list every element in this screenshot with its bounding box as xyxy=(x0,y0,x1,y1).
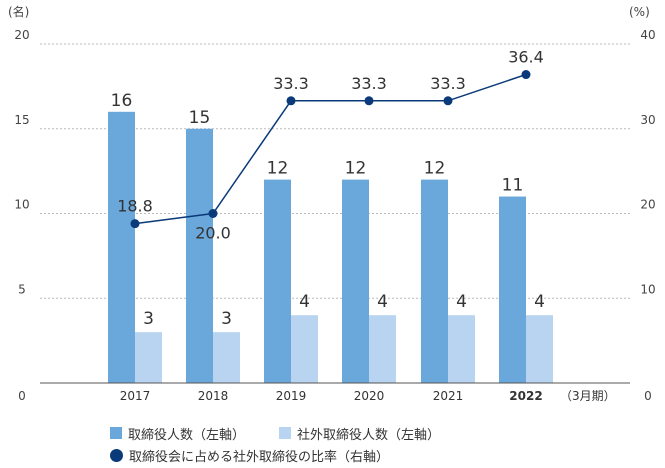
y-left-tick-label: 10 xyxy=(14,198,29,212)
y-right-tick-label: 30 xyxy=(640,113,655,127)
legend-label-directors: 取締役人数（左軸） xyxy=(128,427,246,443)
bar-label-outside-directors: 3 xyxy=(221,309,232,329)
x-tick-label: 2019 xyxy=(276,389,307,403)
legend: 取締役人数（左軸） 社外取締役人数（左軸） 取締役会に占める社外取締役の比率（右… xyxy=(110,422,530,466)
bar-directors xyxy=(342,179,369,383)
legend-row-1: 取締役人数（左軸） 社外取締役人数（左軸） xyxy=(110,422,530,444)
ratio-point-label: 20.0 xyxy=(195,224,231,243)
bar-label-outside-directors: 4 xyxy=(377,292,388,312)
y-right-tick-label: 40 xyxy=(640,28,655,42)
y-left-tick-label: 5 xyxy=(18,282,26,296)
ratio-point xyxy=(130,219,140,229)
legend-item-outside-directors: 社外取締役人数（左軸） xyxy=(279,424,440,443)
ratio-point-label: 18.8 xyxy=(117,197,153,216)
x-tick-label: 2021 xyxy=(433,389,464,403)
legend-label-outside-directors: 社外取締役人数（左軸） xyxy=(297,427,441,443)
ratio-line-series: 18.8 20.0 33.3 33.3 33.3 36.4 xyxy=(117,48,544,243)
ratio-point-label: 33.3 xyxy=(351,74,387,93)
bar-label-directors: 16 xyxy=(111,91,133,111)
y-left-tick-label: 0 xyxy=(18,389,26,403)
y-right-unit: (%) xyxy=(629,5,650,19)
bar-label-outside-directors: 4 xyxy=(299,292,310,312)
legend-item-ratio: 取締役会に占める社外取締役の比率（右軸） xyxy=(110,446,389,465)
legend-swatch-outside-directors xyxy=(279,427,292,439)
x-tick-label: 2022 xyxy=(509,389,542,403)
bar-directors xyxy=(186,128,213,383)
legend-swatch-directors xyxy=(110,427,122,439)
ratio-point xyxy=(208,209,218,218)
bar-series: 16 3 15 3 12 4 12 4 12 4 11 4 xyxy=(108,91,553,384)
legend-marker-ratio xyxy=(110,448,123,462)
bar-label-directors: 15 xyxy=(189,108,211,128)
x-axis-labels: 2017 2018 2019 2020 2021 2022 xyxy=(120,389,543,403)
y-left-tick-label: 15 xyxy=(14,113,29,127)
bar-outside-directors xyxy=(213,332,240,383)
y-left-tick-label: 20 xyxy=(14,28,29,42)
ratio-point-label: 36.4 xyxy=(508,48,544,67)
ratio-point xyxy=(521,70,531,80)
legend-label-ratio: 取締役会に占める社外取締役の比率（右軸） xyxy=(129,449,390,465)
bar-label-directors: 12 xyxy=(424,159,446,179)
bar-directors xyxy=(421,179,448,383)
bar-directors xyxy=(499,196,526,383)
ratio-point-label: 33.3 xyxy=(273,74,309,93)
bar-outside-directors xyxy=(448,315,475,383)
ratio-point xyxy=(364,96,374,106)
bar-directors xyxy=(264,179,291,383)
bar-outside-directors xyxy=(526,315,553,383)
ratio-point xyxy=(286,96,296,106)
legend-row-2: 取締役会に占める社外取締役の比率（右軸） xyxy=(110,444,530,466)
x-tick-label: 2017 xyxy=(120,389,151,403)
bar-label-directors: 12 xyxy=(267,159,289,179)
legend-item-directors: 取締役人数（左軸） xyxy=(110,424,245,443)
bar-outside-directors xyxy=(135,332,162,383)
y-right-tick-label: 10 xyxy=(640,282,655,296)
y-right-tick-label: 0 xyxy=(644,389,652,403)
x-axis-suffix: （3月期） xyxy=(560,389,616,403)
bar-label-directors: 11 xyxy=(502,176,524,196)
y-right-ticks: 0 10 20 30 40 xyxy=(640,28,655,403)
x-tick-label: 2020 xyxy=(354,389,385,403)
bar-label-outside-directors: 3 xyxy=(143,309,154,329)
x-tick-label: 2018 xyxy=(198,389,229,403)
ratio-point-label: 33.3 xyxy=(430,74,466,93)
ratio-point xyxy=(443,96,453,106)
y-left-ticks: 0 5 10 15 20 xyxy=(14,28,29,403)
bar-directors xyxy=(108,111,135,384)
bar-label-outside-directors: 4 xyxy=(456,292,467,312)
y-right-tick-label: 20 xyxy=(640,198,655,212)
bar-label-outside-directors: 4 xyxy=(534,292,545,312)
ratio-line xyxy=(134,73,527,225)
y-left-unit: (名) xyxy=(8,4,29,19)
bar-outside-directors xyxy=(291,315,318,383)
bar-outside-directors xyxy=(369,315,396,383)
bar-label-directors: 12 xyxy=(345,159,367,179)
